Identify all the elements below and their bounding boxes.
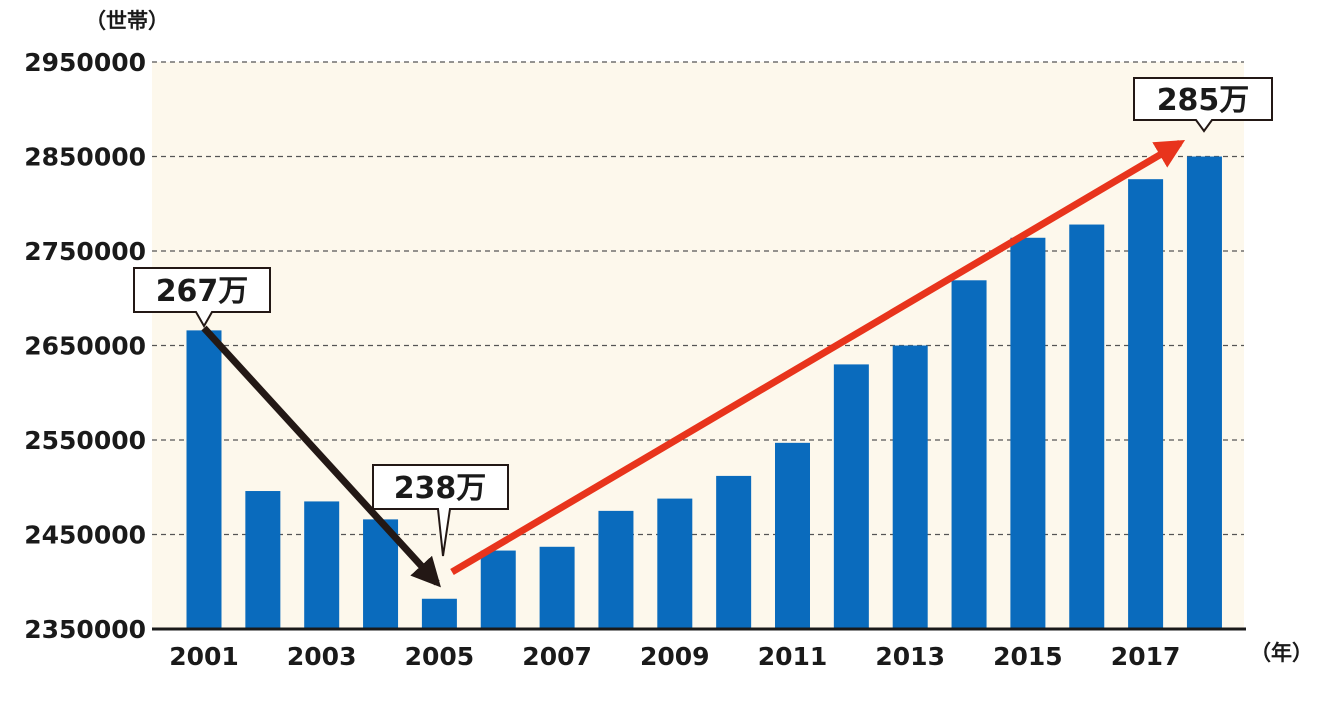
bar-2009: [657, 498, 693, 629]
bar-2005: [421, 598, 457, 629]
up-trend-arrow: [450, 139, 1186, 576]
bar-2007: [539, 546, 575, 629]
x-tick-label: 2007: [522, 642, 592, 671]
y-tick-label: 2550000: [24, 426, 146, 455]
y-tick-label: 2850000: [24, 143, 146, 172]
x-axis-unit-label: （年）: [1250, 641, 1313, 665]
x-tick-label: 2001: [169, 642, 239, 671]
bar-2002: [245, 491, 281, 629]
callout-2018-text: 285万: [1157, 83, 1250, 118]
callout-2001: 267万: [133, 267, 271, 329]
bar-2013: [892, 345, 928, 629]
x-tick-label: 2013: [875, 642, 945, 671]
bar-2010: [716, 475, 752, 629]
x-tick-label: 2015: [993, 642, 1063, 671]
bar-2017: [1128, 179, 1164, 629]
y-tick-label: 2350000: [24, 615, 146, 644]
x-tick-label: 2005: [405, 642, 475, 671]
bars: [186, 156, 1222, 630]
x-tick-label: 2011: [758, 642, 828, 671]
bar-2006: [480, 550, 516, 629]
x-axis-ticks: 2001 2003 2005 2007 2009 2011 2013 2015 2017: [169, 642, 1180, 671]
bar-2016: [1069, 224, 1105, 630]
callout-2005-box: [372, 464, 509, 557]
bar-2018: [1186, 156, 1222, 629]
bar-2011: [775, 442, 810, 629]
y-axis-unit-label: （世帯）: [85, 9, 169, 33]
callout-2005: 238万: [372, 464, 509, 557]
callout-2005-text: 238万: [394, 471, 487, 506]
bar-2001: [186, 330, 222, 629]
y-tick-label: 2650000: [24, 332, 146, 361]
x-tick-label: 2009: [640, 642, 710, 671]
down-trend-arrow: [201, 325, 441, 588]
bar-2008: [598, 510, 634, 629]
x-tick-label: 2017: [1111, 642, 1181, 671]
x-tick-label: 2003: [287, 642, 357, 671]
bar-2014: [951, 280, 987, 629]
y-tick-label: 2750000: [24, 237, 146, 266]
y-axis-ticks: 2350000 2450000 2550000 2650000 2750000 28500…: [24, 48, 146, 644]
callout-2018-box: [1133, 77, 1273, 133]
y-tick-label: 2950000: [24, 48, 146, 77]
callout-2001-text: 267万: [156, 274, 249, 309]
bar-2012: [833, 364, 869, 629]
y-tick-label: 2450000: [24, 521, 146, 550]
callout-2018: 285万: [1133, 77, 1273, 133]
bar-2003: [304, 501, 340, 629]
bar-2015: [1010, 237, 1046, 629]
callout-2001-box: [133, 267, 271, 329]
